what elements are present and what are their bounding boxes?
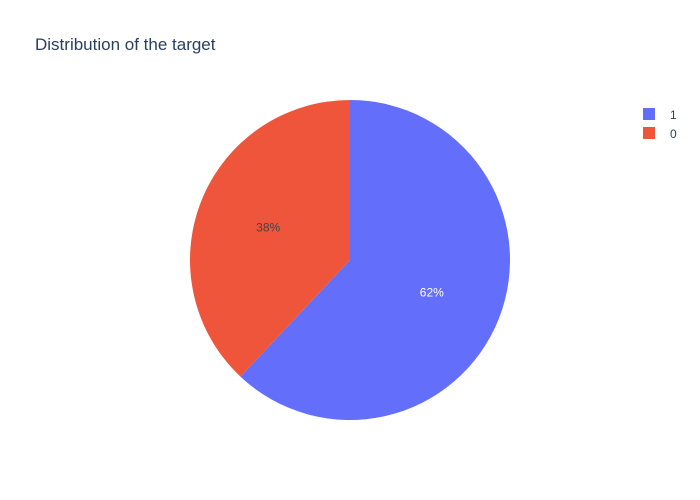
legend: 10 [643, 108, 677, 141]
legend-label-0: 0 [670, 127, 677, 141]
legend-label-1: 1 [670, 108, 677, 122]
pie-slice-label-1: 62% [420, 285, 444, 299]
legend-swatch-0 [643, 127, 655, 139]
chart-title: Distribution of the target [35, 35, 216, 54]
pie-slice-0[interactable] [190, 100, 350, 377]
pie-slice-1[interactable] [240, 100, 510, 421]
pie-slice-labels: 62% 38% [256, 221, 444, 300]
legend-item-1[interactable]: 1 [643, 108, 677, 122]
pie-slice-label-0: 38% [256, 221, 280, 235]
legend-item-0[interactable]: 0 [643, 127, 677, 141]
legend-swatch-1 [643, 108, 655, 120]
pie-slices [190, 100, 510, 421]
